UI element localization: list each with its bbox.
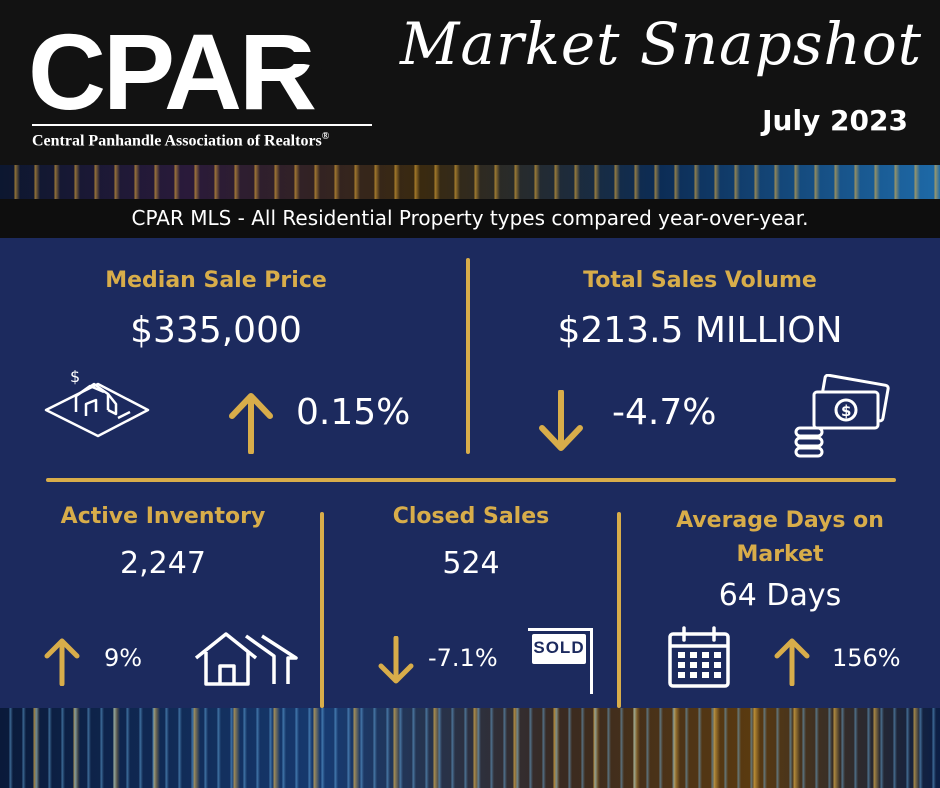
average-days-change: 156% — [832, 644, 901, 672]
logo-divider — [32, 124, 372, 126]
subtitle: CPAR MLS - All Residential Property type… — [131, 206, 809, 230]
median-sale-price-change: 0.15% — [296, 392, 411, 433]
active-inventory-value: 2,247 — [120, 546, 206, 581]
closed-sales-change: -7.1% — [428, 644, 498, 672]
closed-sales-label: Closed Sales — [392, 504, 550, 529]
closed-sales-value: 524 — [442, 546, 500, 581]
arrow-up-icon — [44, 638, 80, 686]
houses-icon — [194, 632, 298, 686]
page-title: Market Snapshot — [400, 10, 923, 78]
arrow-down-icon — [378, 636, 414, 684]
logo: CPAR — [28, 11, 317, 132]
arrow-up-icon — [229, 393, 273, 454]
sold-sign-icon: SOLD — [524, 624, 600, 696]
active-inventory-label: Active Inventory — [60, 504, 266, 529]
average-days-label: Average Days on Market — [676, 508, 884, 567]
svg-text:$: $ — [841, 402, 851, 420]
subtitle-bar — [0, 199, 940, 238]
money-icon: $ — [794, 374, 890, 458]
divider-vertical-bottom-left — [320, 512, 324, 708]
header: CPAR Central Panhandle Association of Re… — [0, 0, 940, 165]
calendar-icon — [668, 626, 730, 688]
total-sales-volume-change: -4.7% — [612, 392, 717, 433]
florida-state-icon — [290, 52, 354, 108]
sold-sign-text: SOLD — [533, 638, 585, 657]
average-days-value: 64 Days — [718, 578, 842, 613]
divider-horizontal — [46, 478, 896, 482]
total-sales-volume-value: $213.5 MILLION — [557, 310, 843, 351]
svg-text:$: $ — [70, 367, 80, 386]
decorative-band-bottom — [0, 708, 940, 788]
divider-vertical-bottom-right — [617, 512, 621, 708]
arrow-up-icon — [774, 638, 810, 686]
divider-vertical-top — [466, 258, 470, 454]
report-date: July 2023 — [762, 104, 908, 137]
median-sale-price-value: $335,000 — [130, 310, 302, 351]
total-sales-volume-label: Total Sales Volume — [583, 268, 817, 293]
house-price-icon: $ — [44, 367, 150, 438]
metrics-panel — [0, 238, 940, 708]
median-sale-price-label: Median Sale Price — [105, 268, 327, 293]
active-inventory-change: 9% — [104, 644, 143, 672]
logo-subtitle: Central Panhandle Association of Realtor… — [32, 131, 330, 150]
arrow-down-icon — [539, 390, 583, 451]
